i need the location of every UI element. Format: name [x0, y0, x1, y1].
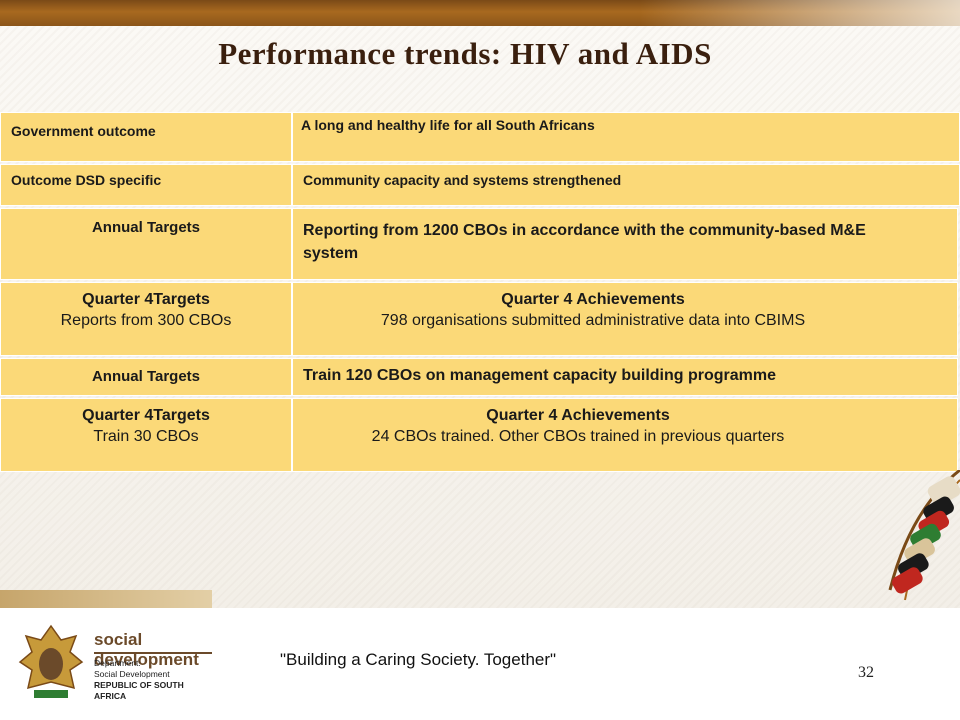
quarter4-achievements-title-2: Quarter 4 Achievements — [486, 407, 670, 424]
quarter4-targets-value-1: Reports from 300 CBOs — [60, 312, 232, 329]
quarter4-achievements-2: Quarter 4 Achievements 24 CBOs trained. … — [293, 405, 863, 447]
quarter4-row-2: Quarter 4Targets Train 30 CBOs Quarter 4… — [0, 398, 958, 472]
quarter4-targets-1: Quarter 4Targets Reports from 300 CBOs — [1, 289, 291, 331]
logo-name: social development — [94, 630, 199, 669]
annual-targets-value-1: Reporting from 1200 CBOs in accordance w… — [303, 222, 866, 262]
quarter4-targets-2: Quarter 4Targets Train 30 CBOs — [1, 405, 291, 447]
government-outcome-value: A long and healthy life for all South Af… — [301, 117, 595, 133]
department-logo: social development Department: Social De… — [16, 622, 216, 702]
logo-line-1: Department: — [94, 658, 141, 668]
dsd-outcome-value: Community capacity and systems strengthe… — [303, 172, 622, 188]
annual-targets-label-2: Annual Targets — [91, 368, 201, 385]
page-number: 32 — [858, 664, 874, 681]
quarter4-targets-title-1: Quarter 4Targets — [82, 291, 210, 308]
quarter4-row-1: Quarter 4Targets Reports from 300 CBOs Q… — [0, 282, 958, 356]
dsd-outcome-row: Outcome DSD specific Community capacity … — [0, 164, 960, 206]
annual-targets-value-2: Train 120 CBOs on management capacity bu… — [303, 367, 777, 384]
tagline: "Building a Caring Society. Together" — [280, 650, 557, 669]
slide-title: Performance trends: HIV and AIDS — [218, 36, 712, 71]
dsd-outcome-label: Outcome DSD specific — [11, 172, 162, 188]
annual-targets-row-2: Annual Targets Train 120 CBOs on managem… — [0, 358, 958, 396]
government-outcome-label: Government outcome — [11, 123, 156, 139]
quarter4-achievements-value-2: 24 CBOs trained. Other CBOs trained in p… — [371, 428, 785, 445]
footer — [0, 608, 960, 720]
quarter4-achievements-value-1: 798 organisations submitted administrati… — [380, 312, 806, 329]
annual-targets-row-1: Annual Targets Reporting from 1200 CBOs … — [0, 208, 958, 280]
annual-targets-label-1: Annual Targets — [91, 219, 201, 236]
quarter4-achievements-1: Quarter 4 Achievements 798 organisations… — [293, 289, 893, 331]
logo-line-2: Social Development — [94, 669, 170, 679]
logo-line-3: REPUBLIC OF SOUTH AFRICA — [94, 680, 184, 701]
government-outcome-row: Government outcome A long and healthy li… — [0, 112, 960, 162]
beadwork-decoration — [888, 470, 960, 601]
footer-accent-bar — [0, 590, 212, 608]
quarter4-targets-title-2: Quarter 4Targets — [82, 407, 210, 424]
top-banner — [0, 0, 960, 26]
quarter4-achievements-title-1: Quarter 4 Achievements — [501, 291, 685, 308]
quarter4-targets-value-2: Train 30 CBOs — [93, 428, 199, 445]
coat-of-arms-icon — [18, 624, 84, 698]
